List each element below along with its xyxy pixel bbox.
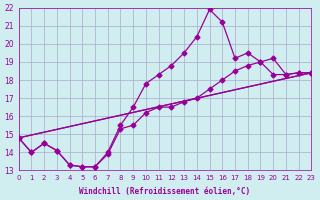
X-axis label: Windchill (Refroidissement éolien,°C): Windchill (Refroidissement éolien,°C) — [79, 187, 251, 196]
